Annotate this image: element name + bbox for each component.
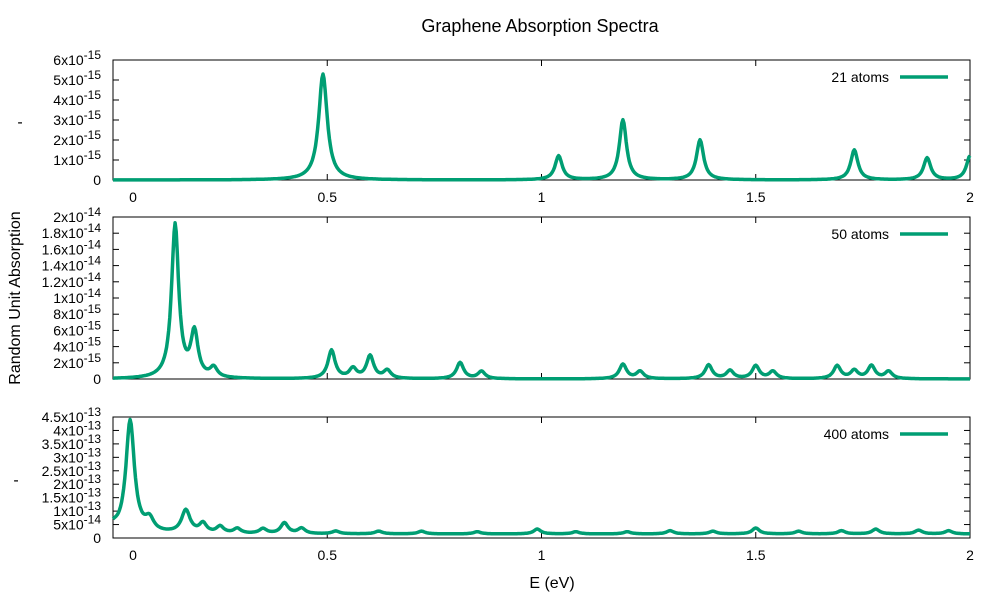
y-tick-label: 2x10-15 <box>53 128 101 148</box>
x-tick-label: 1 <box>538 189 546 205</box>
legend-label: 400 atoms <box>824 426 889 442</box>
x-tick-label: 0.5 <box>318 189 338 205</box>
y-tick-label: 0 <box>93 530 101 546</box>
y-tick-label: 1.8x10-14 <box>42 221 102 241</box>
series-line <box>111 417 971 536</box>
y-tick-label: 6x10-15 <box>53 48 101 68</box>
y-tick-label: 0 <box>93 172 101 188</box>
y-tick-label: 0 <box>93 371 101 387</box>
y-tick-label: 6x10-15 <box>53 318 101 338</box>
y-tick-label: 4x10-13 <box>53 418 101 438</box>
y-tick-label: 1x10-15 <box>53 148 101 168</box>
chart-title: Graphene Absorption Spectra <box>421 16 659 36</box>
series-line <box>112 72 972 182</box>
x-axis-label: E (eV) <box>529 575 574 592</box>
x-tick-label: 0.5 <box>318 547 338 563</box>
panel-2: 02x10-154x10-156x10-158x10-151x10-141.2x… <box>42 205 971 387</box>
x-tick-label: 1.5 <box>746 547 766 563</box>
legend-label: 50 atoms <box>831 226 889 242</box>
y-tick-label: 2x10-14 <box>53 205 101 225</box>
y-tick-label: 5x10-14 <box>53 513 101 533</box>
legend-label: 21 atoms <box>831 69 889 85</box>
y-tick-label: 2x10-15 <box>53 351 101 371</box>
y-tick-label: 1x10-13 <box>53 499 101 519</box>
y-axis-label: Random Unit Absorption <box>7 211 24 384</box>
y-tick-label: 3.5x10-13 <box>42 432 102 452</box>
y-tick-label: 3x10-15 <box>53 108 101 128</box>
y-tick-label: 1.6x10-14 <box>42 237 102 257</box>
y-tick-label: 8x10-15 <box>53 302 101 322</box>
series-line <box>112 221 971 381</box>
y-tick-label: 4x10-15 <box>53 335 101 355</box>
x-tick-label: 1.5 <box>746 189 766 205</box>
y-tick-label: 2.5x10-13 <box>42 459 102 479</box>
x-tick-label: 0 <box>129 547 137 563</box>
y-axis-marker-top: - <box>17 114 22 131</box>
panel-1: 0 1x10-152x10-153x10-154x10-155x10-156x10… <box>53 48 974 205</box>
panel-3: 05x10-141x10-131.5x10-132x10-132.5x10-13… <box>42 405 974 563</box>
y-tick-label: 1x10-14 <box>53 286 101 306</box>
y-tick-label: 3x10-13 <box>53 445 101 465</box>
y-tick-label: 2x10-13 <box>53 472 101 492</box>
x-tick-label: 1 <box>538 547 546 563</box>
y-tick-label: 1.4x10-14 <box>42 254 102 274</box>
x-tick-label: 2 <box>966 189 974 205</box>
x-tick-label: 0 <box>129 189 137 205</box>
y-axis-marker-bottom: - <box>13 472 18 489</box>
y-tick-label: 1.2x10-14 <box>42 270 102 290</box>
y-tick-label: 5x10-15 <box>53 68 101 88</box>
y-tick-label: 1.5x10-13 <box>42 486 102 506</box>
x-tick-label: 2 <box>966 547 974 563</box>
y-tick-label: 4.5x10-13 <box>42 405 102 425</box>
y-tick-label: 4x10-15 <box>53 88 101 108</box>
